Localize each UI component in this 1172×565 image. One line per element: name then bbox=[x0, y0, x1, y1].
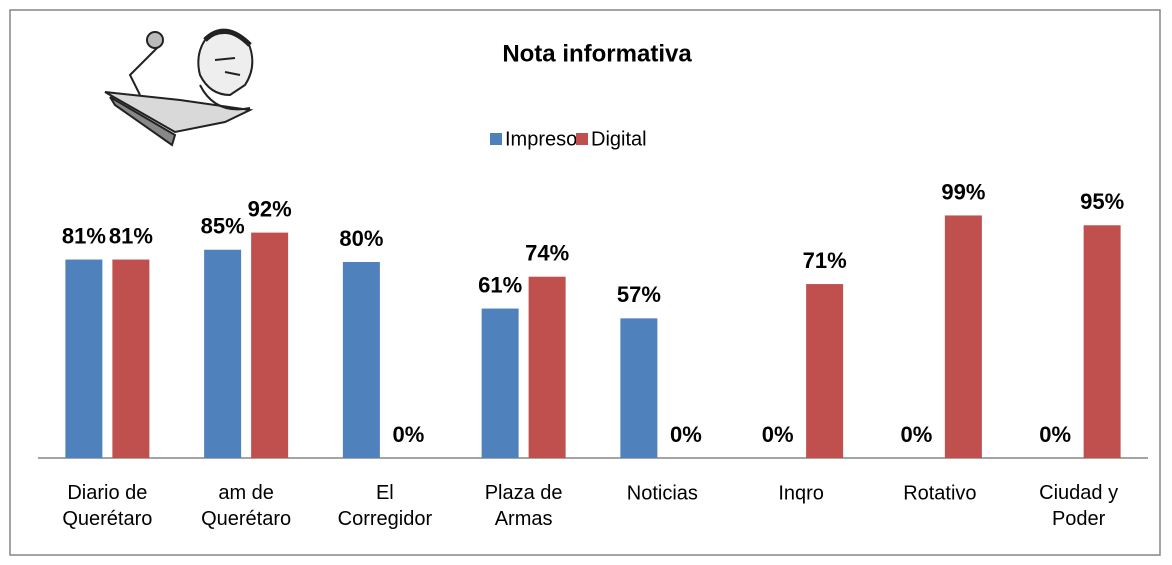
chart-title: Nota informativa bbox=[502, 40, 692, 67]
data-label: 57% bbox=[617, 282, 661, 307]
data-label: 80% bbox=[339, 226, 383, 251]
bar bbox=[945, 215, 982, 458]
data-label: 81% bbox=[109, 223, 153, 248]
bar bbox=[620, 318, 657, 458]
legend-swatch bbox=[490, 133, 502, 145]
data-label: 0% bbox=[1039, 422, 1071, 447]
data-label: 95% bbox=[1080, 189, 1124, 214]
bar bbox=[112, 260, 149, 458]
x-tick-label: Rotativo bbox=[903, 482, 976, 504]
chart: Nota informativa ImpresoDigitalDiario de… bbox=[0, 0, 1172, 565]
bar bbox=[482, 309, 519, 458]
data-label: 92% bbox=[248, 196, 292, 221]
data-label: 0% bbox=[670, 422, 702, 447]
data-label: 61% bbox=[478, 272, 522, 297]
data-label: 0% bbox=[762, 422, 794, 447]
data-label: 99% bbox=[941, 179, 985, 204]
bar bbox=[1084, 225, 1121, 458]
data-label: 0% bbox=[900, 422, 932, 447]
x-tick-label: Inqro bbox=[778, 482, 824, 504]
legend-label: Digital bbox=[591, 128, 647, 150]
data-label: 74% bbox=[525, 241, 569, 266]
legend-swatch bbox=[576, 133, 588, 145]
bar bbox=[806, 284, 843, 458]
bar bbox=[65, 260, 102, 458]
data-label: 81% bbox=[62, 223, 106, 248]
data-label: 71% bbox=[803, 248, 847, 273]
legend-label: Impreso bbox=[505, 128, 577, 150]
bar bbox=[529, 277, 566, 458]
x-tick-label: Noticias bbox=[627, 482, 698, 504]
bar bbox=[343, 262, 380, 458]
bar bbox=[204, 250, 241, 458]
data-label: 85% bbox=[201, 214, 245, 239]
data-label: 0% bbox=[392, 422, 424, 447]
bar bbox=[251, 233, 288, 458]
chart-frame bbox=[10, 10, 1160, 555]
